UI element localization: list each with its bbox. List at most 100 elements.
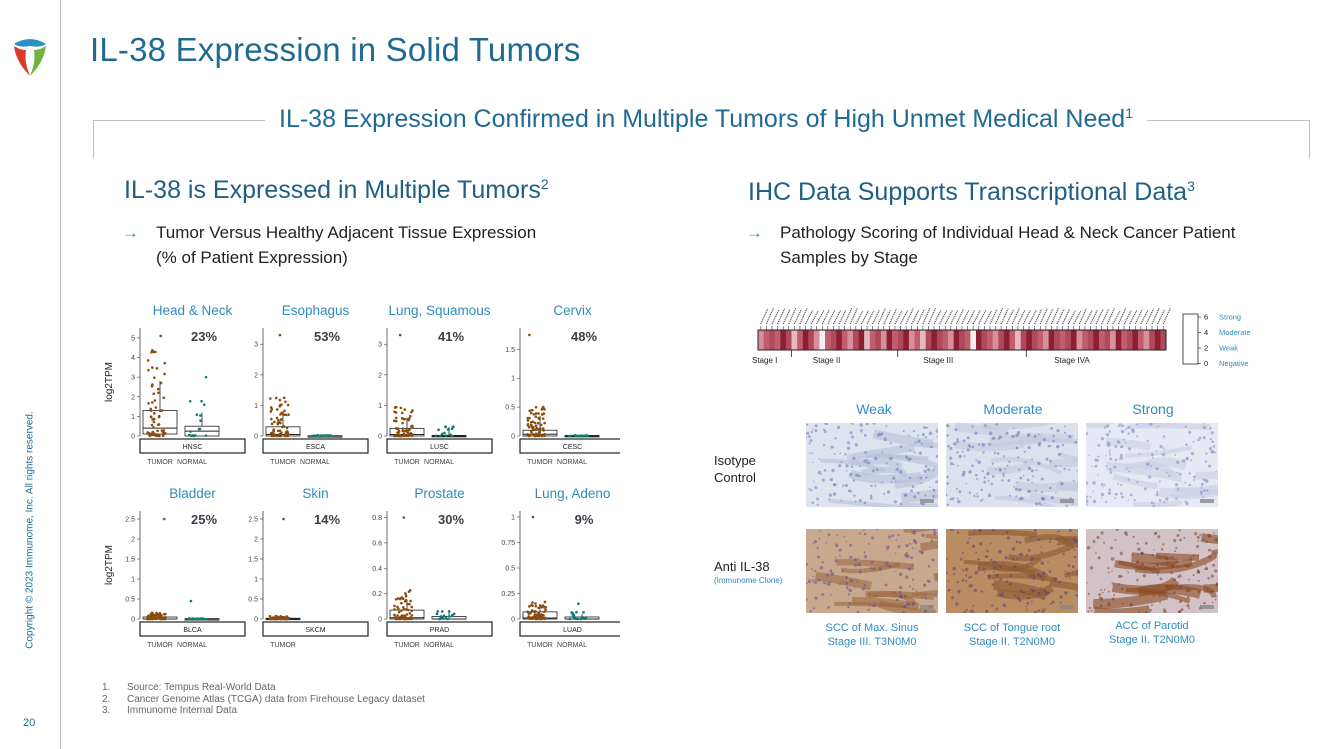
tumor-point <box>160 409 164 412</box>
cell-nucleus <box>911 602 915 607</box>
cell-nucleus <box>856 610 860 613</box>
cell-nucleus <box>1109 468 1112 471</box>
cell-nucleus <box>894 500 898 504</box>
normal-point <box>447 610 451 613</box>
arrow-right-icon: → <box>122 223 139 242</box>
cell-nucleus <box>834 559 838 563</box>
cell-nucleus <box>1107 601 1111 605</box>
tumor-point <box>157 423 161 426</box>
sample-id-label <box>1011 308 1020 325</box>
cell-nucleus <box>807 435 811 438</box>
cell-nucleus <box>1178 574 1182 578</box>
tumor-point <box>400 434 404 438</box>
cell-nucleus <box>1086 481 1089 485</box>
sample-id-label <box>765 308 774 325</box>
tissue-streak <box>963 559 1036 575</box>
cell-nucleus <box>910 556 914 560</box>
cell-nucleus <box>825 573 829 577</box>
tumor-point <box>407 428 410 432</box>
cell-nucleus <box>1214 538 1218 542</box>
cell-nucleus <box>1201 493 1203 496</box>
x-tick-label: NORMAL <box>300 459 330 466</box>
tissue-streak <box>1132 498 1184 507</box>
cell-nucleus <box>1138 453 1141 456</box>
cell-nucleus <box>908 434 910 437</box>
sample-id-label <box>1095 308 1104 325</box>
y-tick-label: 2.5 <box>248 517 258 524</box>
cell-nucleus <box>1105 424 1110 428</box>
heatmap-cell <box>769 330 775 350</box>
cell-nucleus <box>828 493 833 497</box>
tumor-point <box>527 425 531 429</box>
cell-nucleus <box>866 458 869 461</box>
cell-nucleus <box>869 494 873 498</box>
cell-nucleus <box>915 547 918 550</box>
cell-nucleus <box>1181 459 1186 463</box>
cell-nucleus <box>884 583 888 587</box>
cell-nucleus <box>811 452 814 455</box>
normal-point <box>450 614 454 618</box>
heatmap-cell <box>908 330 915 350</box>
cell-nucleus <box>990 558 993 562</box>
row-label-anti-il38-line1: Anti IL-38 <box>714 559 770 574</box>
sample-id-label <box>978 309 987 325</box>
cell-nucleus <box>1019 589 1023 592</box>
cell-nucleus <box>1140 562 1145 566</box>
normal-point <box>315 434 319 437</box>
tumor-point <box>399 617 403 621</box>
cell-nucleus <box>1022 474 1025 477</box>
cell-nucleus <box>1197 540 1199 542</box>
cell-nucleus <box>1125 427 1128 430</box>
row-label-isotype-line2: Control <box>714 470 756 485</box>
cell-nucleus <box>1118 582 1121 585</box>
heatmap-cell <box>1115 330 1122 350</box>
tumor-point <box>287 413 290 416</box>
tumor-point <box>530 616 533 620</box>
cell-nucleus <box>898 470 903 474</box>
sample-id-label <box>804 310 814 325</box>
cell-nucleus <box>873 456 878 461</box>
cell-nucleus <box>832 492 837 496</box>
cell-nucleus <box>874 484 877 487</box>
cell-nucleus <box>950 462 954 466</box>
cell-nucleus <box>1056 429 1060 433</box>
cell-nucleus <box>948 588 951 591</box>
y-axis-label: log2TPM <box>104 362 115 402</box>
cell-nucleus <box>1002 594 1005 597</box>
heatmap-cell <box>1020 330 1027 350</box>
cell-nucleus <box>846 446 851 450</box>
tumor-point <box>276 615 279 619</box>
normal-point <box>199 419 202 422</box>
cell-nucleus <box>1052 440 1055 443</box>
cell-nucleus <box>1012 558 1015 561</box>
cell-nucleus <box>1196 544 1200 549</box>
cell-nucleus <box>1150 453 1154 457</box>
heatmap-cell <box>780 330 787 350</box>
cell-nucleus <box>846 470 848 472</box>
cell-nucleus <box>1203 423 1206 425</box>
heatmap-cell <box>819 330 826 350</box>
cell-nucleus <box>1203 568 1206 571</box>
cell-nucleus <box>1152 504 1156 507</box>
cell-nucleus <box>1155 493 1159 497</box>
panel-title: Esophagus <box>282 303 350 318</box>
cell-nucleus <box>1174 550 1176 553</box>
cell-nucleus <box>1002 603 1007 608</box>
cell-nucleus <box>973 588 977 593</box>
cell-nucleus <box>847 605 850 609</box>
tumor-point <box>542 429 545 432</box>
tumor-point <box>532 413 536 416</box>
cell-nucleus <box>902 429 905 433</box>
tumor-point <box>157 433 160 436</box>
tissue-streak <box>981 423 1057 430</box>
tumor-point <box>396 614 399 617</box>
cell-nucleus <box>827 582 831 586</box>
cell-nucleus <box>1215 583 1218 587</box>
tumor-point <box>542 610 546 614</box>
cell-nucleus <box>1107 571 1110 574</box>
cell-nucleus <box>1207 577 1210 580</box>
cell-nucleus <box>952 572 956 576</box>
tumor-point <box>278 404 282 408</box>
cell-nucleus <box>817 555 820 559</box>
cell-nucleus <box>1001 479 1004 482</box>
